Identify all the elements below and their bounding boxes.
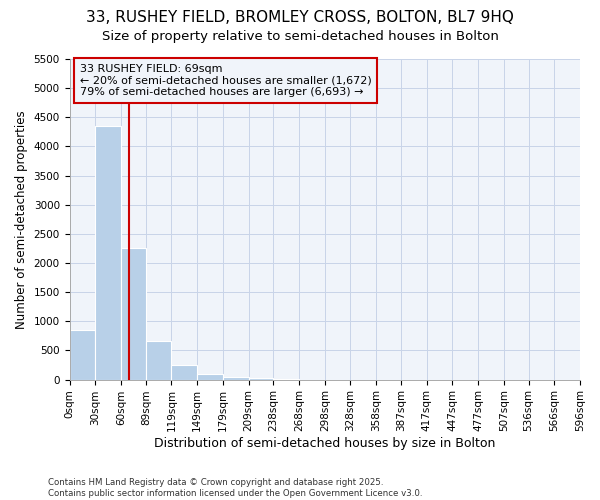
Text: Size of property relative to semi-detached houses in Bolton: Size of property relative to semi-detach… bbox=[101, 30, 499, 43]
Bar bbox=[121, 248, 146, 380]
Bar bbox=[70, 330, 95, 380]
Text: 33, RUSHEY FIELD, BROMLEY CROSS, BOLTON, BL7 9HQ: 33, RUSHEY FIELD, BROMLEY CROSS, BOLTON,… bbox=[86, 10, 514, 25]
Y-axis label: Number of semi-detached properties: Number of semi-detached properties bbox=[15, 110, 28, 328]
Bar bbox=[223, 376, 248, 380]
Bar bbox=[248, 378, 274, 380]
Text: Contains HM Land Registry data © Crown copyright and database right 2025.
Contai: Contains HM Land Registry data © Crown c… bbox=[48, 478, 422, 498]
Bar bbox=[146, 340, 172, 380]
Bar bbox=[274, 379, 299, 380]
Bar bbox=[95, 126, 121, 380]
Bar bbox=[197, 374, 223, 380]
Text: 33 RUSHEY FIELD: 69sqm
← 20% of semi-detached houses are smaller (1,672)
79% of : 33 RUSHEY FIELD: 69sqm ← 20% of semi-det… bbox=[80, 64, 371, 97]
X-axis label: Distribution of semi-detached houses by size in Bolton: Distribution of semi-detached houses by … bbox=[154, 437, 496, 450]
Bar bbox=[172, 365, 197, 380]
